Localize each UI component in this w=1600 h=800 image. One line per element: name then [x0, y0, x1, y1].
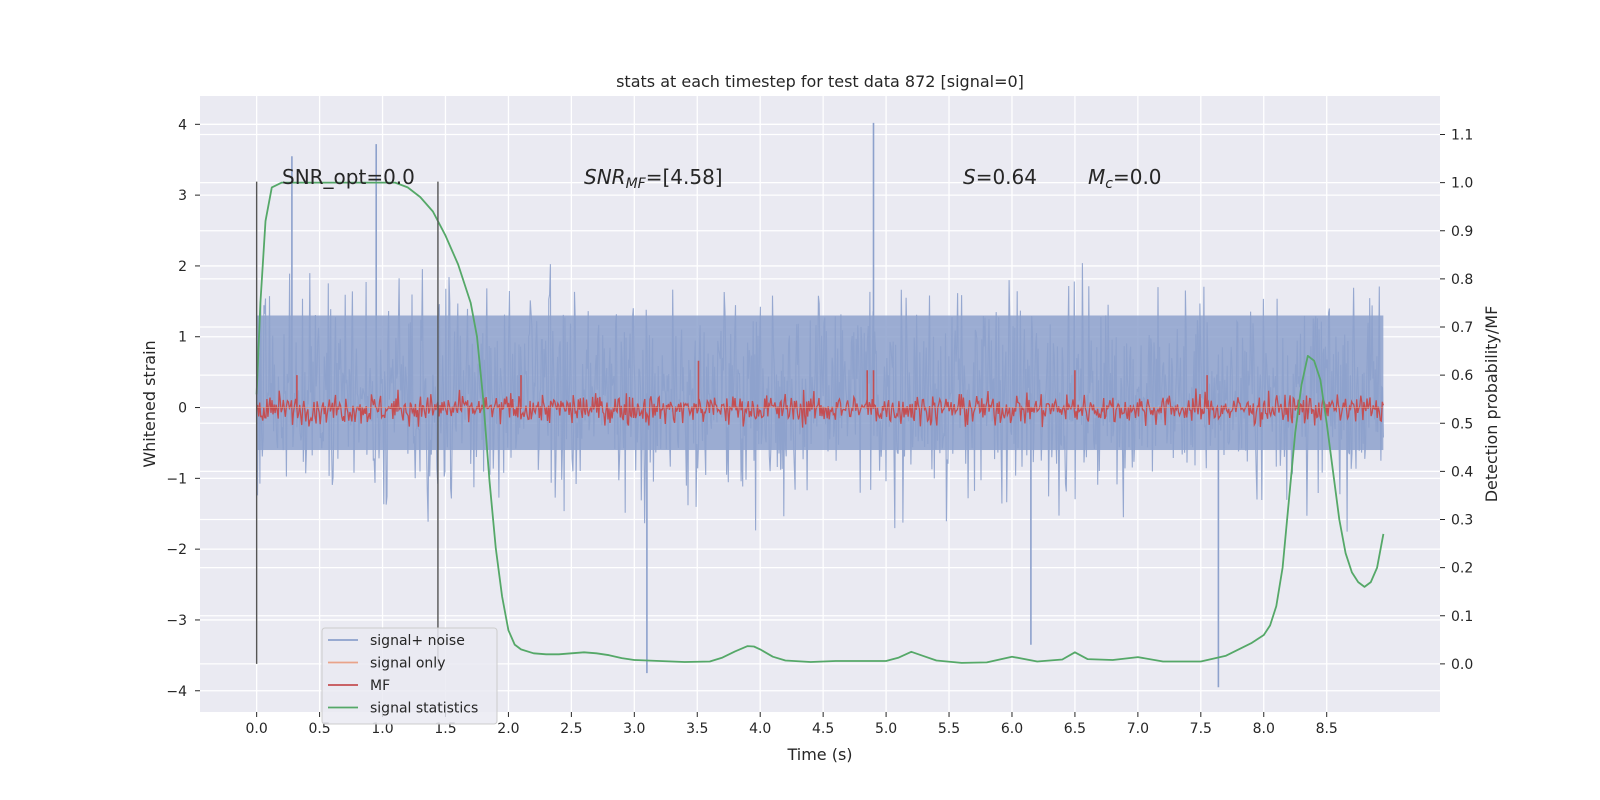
y-axis-label-right: Detection probability/MF: [1482, 306, 1501, 503]
annotation-s: S=0.64: [963, 165, 1037, 189]
y-tick-label-right: 1.1: [1451, 128, 1473, 144]
x-tick-label: 5.0: [875, 721, 897, 737]
x-tick-label: 4.5: [812, 721, 834, 737]
x-tick-label: 6.0: [1001, 721, 1023, 737]
y-tick-label-left: −4: [166, 684, 187, 700]
x-tick-label: 1.5: [434, 721, 456, 737]
y-axis-label-left: Whitened strain: [140, 340, 159, 467]
annotation-mc: Mc=0.0: [1088, 165, 1162, 192]
series-signal-noise: [256, 122, 1384, 688]
x-tick-label: 3.0: [623, 721, 645, 737]
x-tick-label: 0.0: [246, 721, 268, 737]
x-tick-label: 8.5: [1316, 721, 1338, 737]
noise-trace: [256, 263, 1384, 532]
y-tick-label-right: 0.0: [1451, 657, 1473, 673]
annotation-snr-mf: SNRMF=[4.58]: [584, 165, 723, 192]
legend-label: signal statistics: [370, 701, 478, 717]
x-tick-label: 1.0: [371, 721, 393, 737]
x-tick-label: 3.5: [686, 721, 708, 737]
y-tick-label-right: 1.0: [1451, 176, 1473, 192]
signal-statistics-trace: [255, 181, 1385, 664]
y-tick-label-right: 0.5: [1451, 416, 1473, 432]
y-tick-label-right: 0.1: [1451, 609, 1473, 625]
x-tick-label: 0.5: [308, 721, 330, 737]
x-axis-label: Time (s): [786, 745, 852, 764]
chart-title: stats at each timestep for test data 872…: [616, 72, 1024, 91]
y-tick-label-right: 0.2: [1451, 561, 1473, 577]
x-tick-label: 2.5: [560, 721, 582, 737]
y-tick-label-right: 0.7: [1451, 320, 1473, 336]
y-tick-label-left: −1: [166, 471, 187, 487]
y-tick-label-left: 0: [178, 401, 187, 417]
y-tick-label-left: 4: [178, 117, 187, 133]
legend: signal+ noise signal only MF signal statist…: [321, 627, 498, 725]
y-tick-label-left: −3: [166, 613, 187, 629]
y-tick-label-left: 1: [178, 330, 187, 346]
ticks: 0.0 0.5 1.0 1.5 2.0 2.5 3.0 3.5 4.0 4.5 5.0 5.5 6.0 6…: [166, 117, 1473, 737]
series-signal-statistics: [255, 181, 1385, 664]
vertical-markers: [255, 181, 439, 664]
y-tick-label-right: 0.6: [1451, 368, 1473, 384]
mf-peaks: [296, 360, 1208, 409]
y-tick-label-right: 0.9: [1451, 224, 1473, 240]
y-tick-label-left: 2: [178, 259, 187, 275]
x-tick-label: 4.0: [749, 721, 771, 737]
legend-label: signal only: [370, 656, 445, 672]
y-tick-label-left: −2: [166, 542, 187, 558]
x-tick-label: 5.5: [938, 721, 960, 737]
legend-label: signal+ noise: [370, 633, 465, 649]
y-tick-label-left: 3: [178, 188, 187, 204]
x-tick-label: 8.0: [1253, 721, 1275, 737]
legend-box: [321, 627, 498, 725]
y-tick-label-right: 0.4: [1451, 464, 1473, 480]
x-tick-label: 6.5: [1064, 721, 1086, 737]
annotation-snr-opt: SNR_opt=0.0: [282, 165, 415, 189]
noise-peaks: [291, 122, 1220, 688]
x-tick-label: 7.5: [1190, 721, 1212, 737]
series-mf: [255, 360, 1385, 428]
y-tick-label-right: 0.3: [1451, 513, 1473, 529]
legend-label: MF: [370, 678, 390, 694]
x-tick-label: 2.0: [497, 721, 519, 737]
mf-trace: [255, 388, 1385, 428]
x-tick-label: 7.0: [1127, 721, 1149, 737]
y-tick-label-right: 0.8: [1451, 272, 1473, 288]
